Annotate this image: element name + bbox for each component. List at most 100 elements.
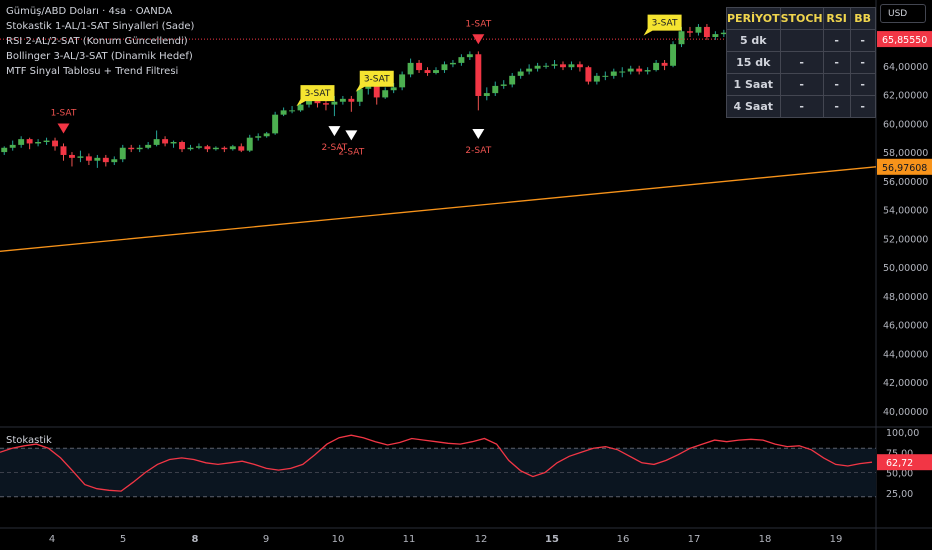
- candle: [678, 31, 685, 45]
- moving-average-line: [0, 166, 877, 252]
- indicator-stochastic-label[interactable]: Stokastik 1-AL/1-SAT Sinyalleri (Sade): [6, 21, 195, 32]
- stochastic-band-background: [0, 447, 876, 498]
- candle: [68, 154, 75, 158]
- candle: [712, 34, 719, 37]
- candle: [52, 140, 58, 147]
- candle: [187, 147, 194, 150]
- candle: [356, 88, 363, 102]
- candle: [492, 85, 499, 94]
- candle: [111, 159, 118, 163]
- stochastic-last-badge: [877, 454, 932, 471]
- three-sell-badge: [296, 85, 335, 107]
- two-sell-label: 2-SAT: [465, 146, 491, 156]
- candle: [390, 87, 397, 91]
- stochastic-layer: [0, 434, 873, 492]
- mtf-row: 1 Saat - - -: [727, 74, 875, 95]
- price-axis-tick: 44,00000: [883, 349, 928, 360]
- price-axis-tick: 56,00000: [883, 177, 928, 188]
- one-sell-label: 1-SAT: [51, 108, 77, 118]
- candle: [399, 74, 406, 88]
- candle: [246, 137, 253, 151]
- time-axis-tick: 9: [263, 534, 269, 545]
- mtf-rsi: -: [823, 30, 850, 51]
- mtf-period: 1 Saat: [727, 74, 780, 95]
- candle: [416, 62, 423, 71]
- candle: [339, 98, 346, 102]
- candle: [306, 100, 312, 105]
- candle: [136, 147, 143, 150]
- candle: [568, 64, 575, 68]
- indicator-rsi-label[interactable]: RSI 2-AL/2-SAT (Konum Güncellendi): [6, 36, 188, 47]
- candle: [526, 68, 533, 72]
- last-price-badge: [877, 31, 932, 48]
- axes-layer: 66,0000064,0000062,0000060,0000058,00000…: [0, 31, 932, 545]
- three-sell-badge: [355, 70, 394, 92]
- candle: [221, 147, 228, 150]
- stochastic-axis-tick: 75,00: [886, 448, 913, 459]
- time-axis-tick: 10: [332, 534, 345, 545]
- candle: [585, 67, 592, 82]
- two-sell-arrow-icon: [345, 130, 358, 141]
- time-axis-tick: 18: [759, 534, 772, 545]
- candle: [602, 75, 609, 77]
- candle: [18, 139, 25, 145]
- mtf-rsi: -: [823, 52, 850, 73]
- time-axis-tick: 5: [120, 534, 126, 545]
- ma-value-badge: [877, 158, 932, 175]
- candle: [9, 144, 16, 148]
- candle: [162, 139, 169, 144]
- mtf-period: 15 dk: [727, 52, 780, 73]
- mtf-bb: -: [850, 74, 875, 95]
- stochastic-axis-tick: 100,00: [886, 428, 919, 439]
- candle: [195, 146, 202, 148]
- indicator-bollinger-label[interactable]: Bollinger 3-AL/3-SAT (Dinamik Hedef): [6, 51, 193, 62]
- mtf-period: 5 dk: [727, 30, 780, 51]
- mtf-rsi: -: [823, 96, 850, 117]
- candle: [687, 31, 693, 33]
- last-price-label: 65,85550: [882, 35, 927, 46]
- price-axis-tick: 40,00000: [883, 407, 928, 418]
- candle: [458, 57, 465, 63]
- mtf-stoch: [780, 30, 823, 51]
- mtf-stoch: -: [780, 74, 823, 95]
- candle: [627, 68, 634, 72]
- candle: [170, 142, 177, 144]
- mtf-col-period: PERİYOT: [727, 8, 780, 29]
- currency-button[interactable]: USD: [880, 4, 926, 23]
- one-sell-arrow-icon: [472, 34, 485, 45]
- mtf-bb: -: [850, 30, 875, 51]
- candle: [449, 62, 456, 65]
- candle: [102, 157, 109, 163]
- mtf-stoch: -: [780, 52, 823, 73]
- candle: [543, 65, 550, 67]
- moving-average-layer: [0, 166, 877, 252]
- mtf-row: 5 dk - -: [727, 30, 875, 51]
- candle: [322, 103, 329, 105]
- indicator-mtf-label[interactable]: MTF Sinyal Tablosu + Trend Filtresi: [6, 66, 179, 77]
- ma-value-label: 56,97608: [882, 163, 927, 174]
- candle: [229, 146, 236, 150]
- candle: [610, 71, 617, 76]
- time-axis-tick: 19: [830, 534, 843, 545]
- time-axis-tick: 8: [192, 534, 199, 545]
- mtf-rsi: -: [823, 74, 850, 95]
- price-axis-tick: 48,00000: [883, 292, 928, 303]
- candle: [483, 93, 490, 96]
- price-axis-tick: 60,00000: [883, 119, 928, 130]
- mtf-bb: -: [850, 52, 875, 73]
- candle: [60, 146, 67, 155]
- mtf-signal-table: PERİYOT STOCH RSI BB 5 dk - - 15 dk - - …: [726, 7, 876, 118]
- candle: [500, 84, 507, 86]
- candle: [653, 62, 660, 71]
- stochastic-pane-title[interactable]: Stokastik: [6, 435, 52, 446]
- candle: [720, 32, 727, 35]
- candle: [551, 64, 558, 66]
- stochastic-axis-tick: 50,00: [886, 469, 913, 480]
- time-axis-tick: 17: [688, 534, 701, 545]
- price-axis-tick: 52,00000: [883, 234, 928, 245]
- candle: [576, 64, 583, 68]
- symbol-title[interactable]: Gümüş/ABD Doları · 4sa · OANDA: [6, 6, 173, 17]
- mtf-stoch: -: [780, 96, 823, 117]
- candle: [85, 156, 92, 161]
- candle: [43, 140, 50, 143]
